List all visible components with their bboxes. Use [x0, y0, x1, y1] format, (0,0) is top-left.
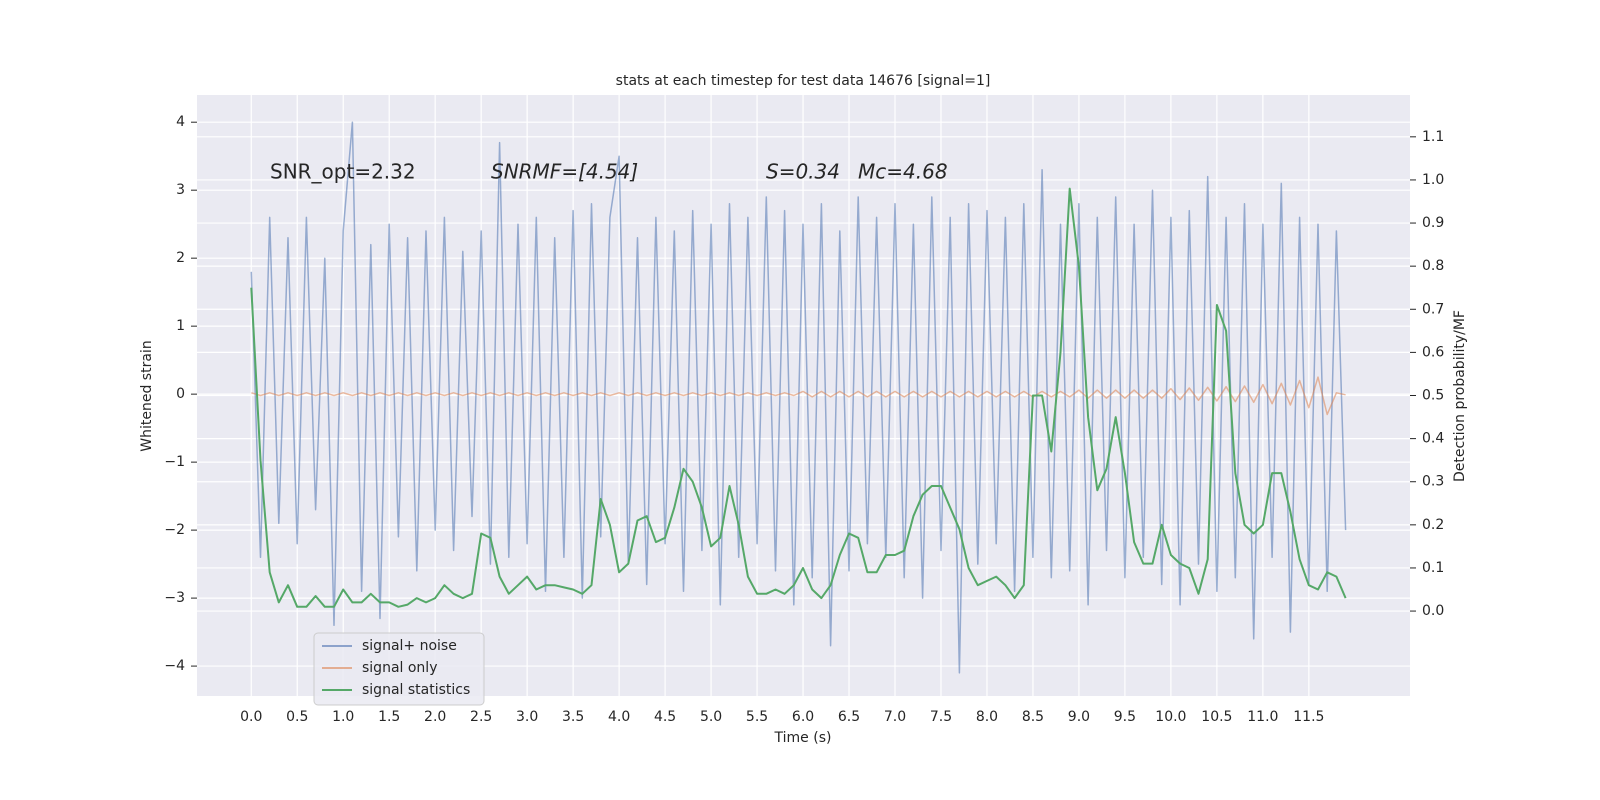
x-tick-label: 7.5 — [930, 709, 952, 725]
y-tick-label: 0 — [176, 386, 185, 402]
annotation: SNRMF=[4.54] — [491, 160, 638, 184]
legend-box — [313, 632, 485, 706]
y-axis-label: Whitened strain — [139, 340, 155, 451]
x-tick-label: 3.0 — [516, 709, 538, 725]
x-tick-label: 7.0 — [884, 709, 906, 725]
y-tick-label: −4 — [164, 658, 185, 674]
marks — [250, 121, 1347, 674]
series-line — [251, 376, 1346, 416]
x-tick-label: 8.5 — [1022, 709, 1044, 725]
y-tick-label: −2 — [164, 522, 185, 538]
y2-tick-label: 0.4 — [1422, 431, 1444, 447]
x-tick-label: 6.5 — [838, 709, 860, 725]
x-tick-label: 9.5 — [1114, 709, 1136, 725]
y-tick-label: 3 — [176, 182, 185, 198]
y2-tick-label: 0.2 — [1422, 517, 1444, 533]
x-tick-label: 11.5 — [1293, 709, 1324, 725]
x-tick-label: 10.5 — [1201, 709, 1232, 725]
x-axis-label: Time (s) — [774, 730, 832, 746]
y-tick-label: 4 — [176, 114, 185, 130]
x-tick-label: 2.0 — [424, 709, 446, 725]
y2-tick-label: 1.1 — [1422, 129, 1444, 145]
x-tick-label: 10.0 — [1155, 709, 1186, 725]
y2-tick-label: 0.7 — [1422, 301, 1444, 317]
series-line — [250, 121, 1347, 674]
x-tick-label: 0.0 — [240, 709, 262, 725]
x-tick-label: 1.0 — [332, 709, 354, 725]
x-tick-label: 2.5 — [470, 709, 492, 725]
x-tick-label: 11.0 — [1247, 709, 1278, 725]
x-tick-label: 1.5 — [378, 709, 400, 725]
x-tick-label: 5.5 — [746, 709, 768, 725]
x-tick-label: 8.0 — [976, 709, 998, 725]
x-tick-label: 6.0 — [792, 709, 814, 725]
y2-tick-label: 0.9 — [1422, 215, 1444, 231]
y-tick-label: 2 — [176, 250, 185, 266]
y2-axis-label: Detection probability/MF — [1452, 310, 1468, 482]
legend-label: signal statistics — [362, 682, 470, 698]
x-tick-label: 4.0 — [608, 709, 630, 725]
annotation: Mc=4.68 — [858, 160, 948, 184]
y2-tick-label: 0.5 — [1422, 388, 1444, 404]
legend-label: signal+ noise — [362, 638, 457, 654]
legend-label: signal only — [362, 660, 437, 676]
y2-tick-label: 0.0 — [1422, 603, 1444, 619]
y-tick-label: −1 — [164, 454, 185, 470]
series-line — [250, 187, 1347, 608]
y2-tick-label: 0.3 — [1422, 474, 1444, 490]
y-tick-label: −3 — [164, 590, 185, 606]
y2-tick-label: 1.0 — [1422, 172, 1444, 188]
y2-tick-label: 0.8 — [1422, 258, 1444, 274]
x-tick-label: 5.0 — [700, 709, 722, 725]
foreground: 0.0 0.5 1.0 1.5 2.0 2.5 3.0 3.5 4.0 4.5 5.0 5.5 6.0 6… — [164, 114, 1444, 725]
chart-title: stats at each timestep for test data 146… — [616, 73, 991, 89]
x-tick-label: 3.5 — [562, 709, 584, 725]
x-tick-label: 0.5 — [286, 709, 308, 725]
annotation: S=0.34 — [766, 160, 840, 184]
y-tick-label: 1 — [176, 318, 185, 334]
y2-tick-label: 0.1 — [1422, 560, 1444, 576]
y2-tick-label: 0.6 — [1422, 344, 1444, 360]
x-tick-label: 9.0 — [1068, 709, 1090, 725]
annotation: SNR_opt=2.32 — [270, 160, 416, 184]
x-tick-label: 4.5 — [654, 709, 676, 725]
